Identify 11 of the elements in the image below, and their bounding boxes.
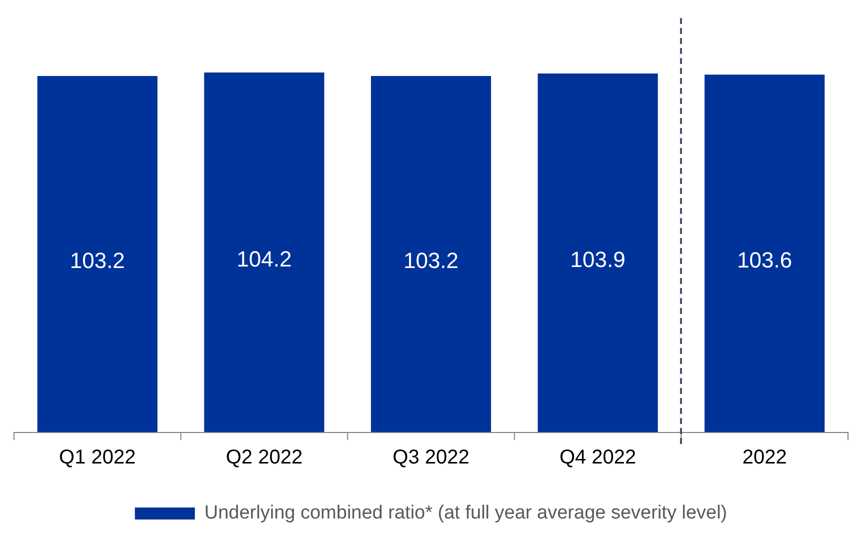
legend-label: Underlying combined ratio* (at full year average severity level) [204, 502, 728, 524]
data-label: 104.2 [236, 246, 292, 272]
x-tick-label: Q1 2022 [59, 446, 136, 469]
data-label: 103.6 [737, 247, 792, 272]
data-label: 103.2 [70, 248, 125, 274]
x-tick-label: 2022 [742, 446, 787, 469]
x-tick-label: Q3 2022 [392, 446, 470, 469]
x-tick-label: Q4 2022 [559, 446, 636, 469]
data-label: 103.9 [570, 246, 626, 272]
data-label: 103.2 [403, 248, 459, 274]
x-tick-label: Q2 2022 [226, 446, 303, 469]
